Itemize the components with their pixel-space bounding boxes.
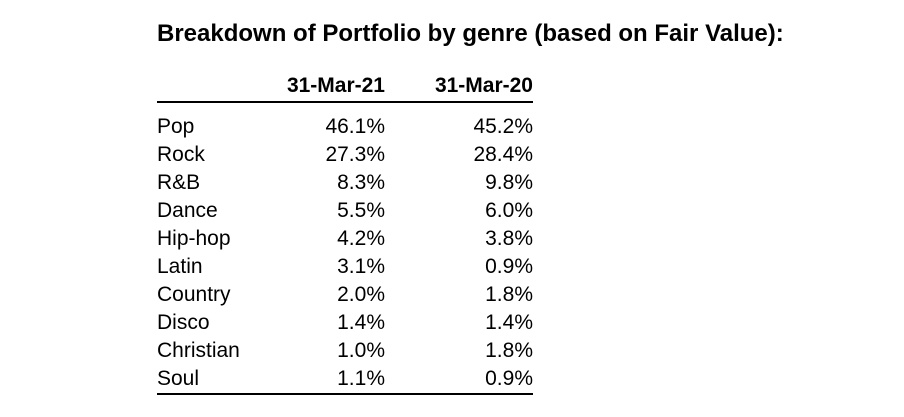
table-row: Dance 5.5% 6.0% <box>157 197 533 225</box>
genre-cell: Soul <box>157 365 269 395</box>
table-row: Latin 3.1% 0.9% <box>157 253 533 281</box>
value-cell-2021: 1.1% <box>269 365 385 395</box>
table-row: R&B 8.3% 9.8% <box>157 169 533 197</box>
value-cell-2021: 2.0% <box>337 283 385 306</box>
genre-cell: Dance <box>157 199 218 222</box>
value-cell-2021: 1.0% <box>337 339 385 362</box>
genre-cell: Rock <box>157 143 205 166</box>
genre-cell: Country <box>157 283 231 306</box>
page-title: Breakdown of Portfolio by genre (based o… <box>157 20 784 47</box>
value-cell-2020: 6.0% <box>485 199 533 222</box>
value-cell-2020: 1.8% <box>485 339 533 362</box>
table-row: Rock 27.3% 28.4% <box>157 141 533 169</box>
table-row: Soul 1.1% 0.9% <box>157 365 533 395</box>
value-cell-2021: 8.3% <box>337 171 385 194</box>
value-cell-2020: 0.9% <box>385 365 533 395</box>
value-cell-2021: 1.4% <box>337 311 385 334</box>
genre-cell: Christian <box>157 339 240 362</box>
genre-cell: Hip-hop <box>157 227 231 250</box>
value-cell-2020: 0.9% <box>485 255 533 278</box>
value-cell-2021: 3.1% <box>337 255 385 278</box>
value-cell-2021: 4.2% <box>337 227 385 250</box>
table-row: Hip-hop 4.2% 3.8% <box>157 225 533 253</box>
value-cell-2020: 9.8% <box>485 171 533 194</box>
table-row: Christian 1.0% 1.8% <box>157 337 533 365</box>
table-row: Pop 46.1% 45.2% <box>157 102 533 141</box>
value-cell-2020: 1.8% <box>485 283 533 306</box>
genre-cell: Disco <box>157 311 210 334</box>
value-cell-2020: 1.4% <box>485 311 533 334</box>
table-header-row: 31-Mar-21 31-Mar-20 <box>157 70 533 103</box>
value-cell-2021: 46.1% <box>325 115 385 138</box>
genre-cell: Latin <box>157 255 203 278</box>
genre-cell: Pop <box>157 115 195 138</box>
portfolio-genre-table: 31-Mar-21 31-Mar-20 Pop 46.1% 45.2% Rock… <box>157 70 533 395</box>
value-cell-2021: 27.3% <box>325 143 385 166</box>
value-cell-2020: 45.2% <box>473 115 533 138</box>
value-cell-2021: 5.5% <box>337 199 385 222</box>
table-row: Disco 1.4% 1.4% <box>157 309 533 337</box>
column-header-31-mar-20: 31-Mar-20 <box>385 70 533 103</box>
value-cell-2020: 28.4% <box>473 143 533 166</box>
table-row: Country 2.0% 1.8% <box>157 281 533 309</box>
value-cell-2020: 3.8% <box>485 227 533 250</box>
genre-column-header <box>157 70 269 103</box>
column-header-31-mar-21: 31-Mar-21 <box>269 70 385 103</box>
genre-cell: R&B <box>157 171 201 194</box>
